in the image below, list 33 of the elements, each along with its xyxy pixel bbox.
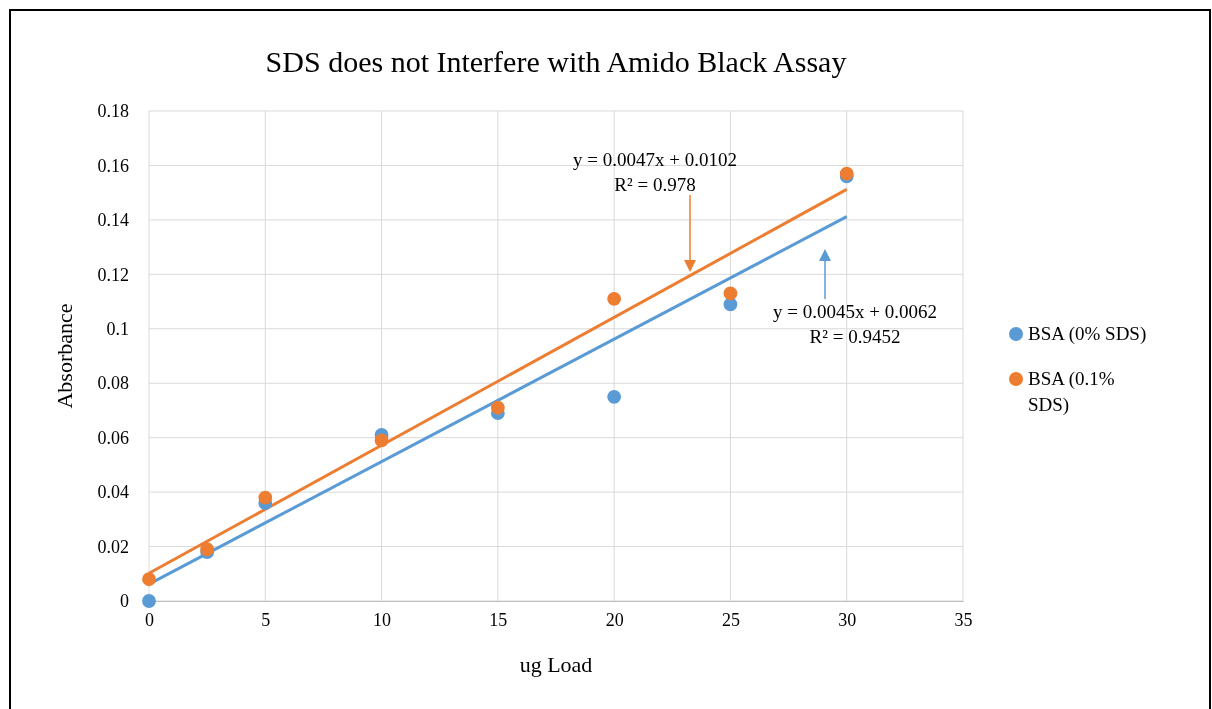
point <box>374 433 389 448</box>
legend-label: BSA (0% SDS) <box>1028 323 1147 345</box>
point <box>258 490 273 505</box>
y-tick-label: 0 <box>120 591 129 612</box>
annotation: y = 0.0047x + 0.0102 R² = 0.978 <box>573 149 737 195</box>
y-tick-label: 0.18 <box>97 101 129 122</box>
x-axis-title: ug Load <box>519 652 593 677</box>
y-tick-label: 0.04 <box>97 482 129 503</box>
x-tick-label: 30 <box>838 609 857 630</box>
x-tick-label: 15 <box>489 609 508 630</box>
y-tick-label: 0.08 <box>97 373 129 394</box>
x-tick-label: 20 <box>605 609 624 630</box>
y-axis-title: Absorbance <box>52 303 77 409</box>
y-tick-label: 0.02 <box>97 536 129 557</box>
point <box>723 286 738 301</box>
x-tick-label: 25 <box>721 609 740 630</box>
y-tick-label: 0.14 <box>97 210 129 231</box>
chart-title: SDS does not Interfere with Amido Black Assay <box>265 45 847 78</box>
y-tick-label: 0.12 <box>97 264 129 285</box>
point <box>142 572 156 587</box>
point <box>607 291 622 306</box>
x-tick-label: 35 <box>954 609 973 630</box>
annotation: y = 0.0045x + 0.0062 R² = 0.9452 <box>773 301 937 347</box>
x-tick-label: 0 <box>145 609 154 630</box>
point <box>607 389 622 404</box>
y-tick-label: 0.16 <box>97 155 129 176</box>
y-tick-label: 0.1 <box>106 319 129 340</box>
x-tick-label: 5 <box>261 609 271 630</box>
point <box>142 594 156 608</box>
x-tick-label: 10 <box>373 609 392 630</box>
point <box>490 400 505 415</box>
y-tick-label: 0.06 <box>97 427 129 448</box>
legend-label: BSA (0.1% SDS) <box>1028 368 1115 416</box>
